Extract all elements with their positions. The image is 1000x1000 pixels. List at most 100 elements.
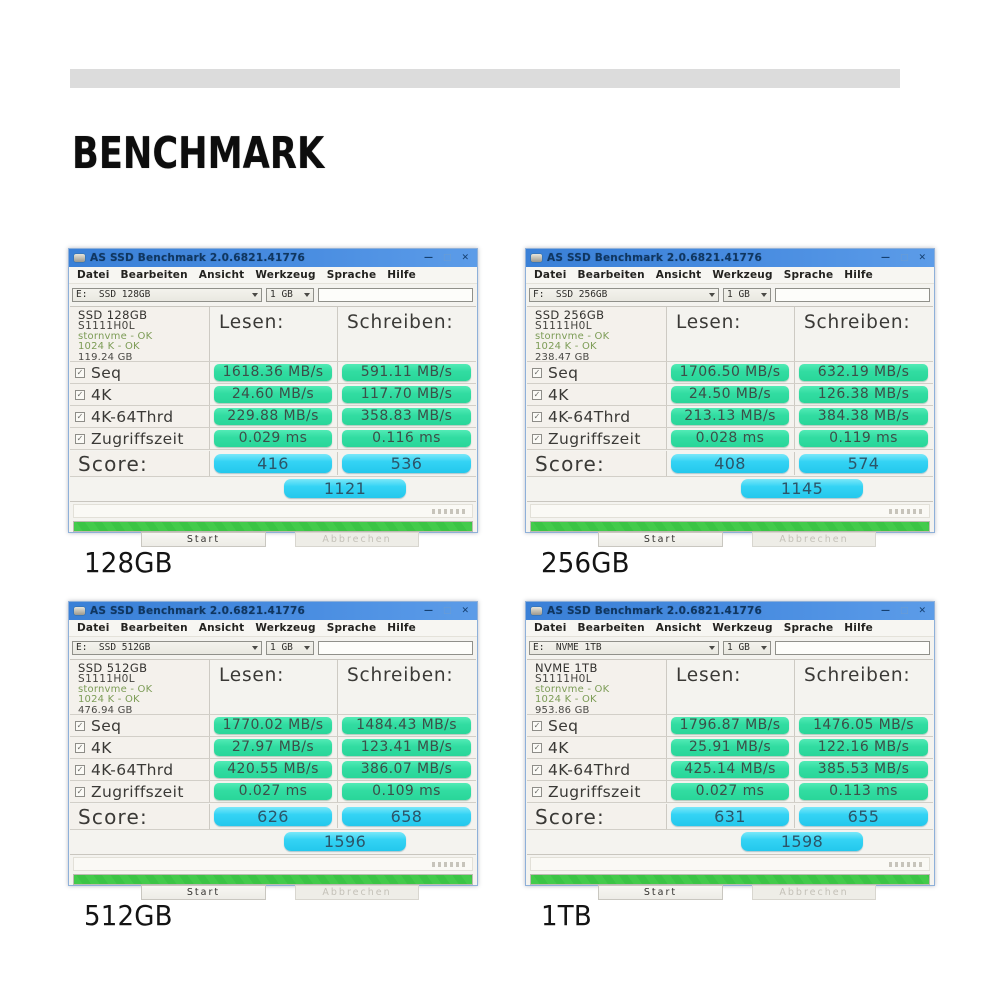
- total-score-row: 1598: [527, 830, 933, 854]
- total-score: 1121: [284, 479, 406, 498]
- menu-item-ansicht[interactable]: Ansicht: [655, 269, 702, 281]
- menu-item-datei[interactable]: Datei: [77, 269, 110, 281]
- window-controls: — □ ✕: [881, 253, 926, 263]
- window-titlebar[interactable]: AS SSD Benchmark 2.0.6821.41776 — □ ✕: [526, 602, 934, 620]
- seq-checkbox[interactable]: ✓: [75, 720, 85, 731]
- menu-item-ansicht[interactable]: Ansicht: [198, 269, 245, 281]
- row-label: Seq: [548, 716, 579, 735]
- seq-write-value: 632.19 MB/s: [799, 364, 928, 381]
- minimize-icon[interactable]: —: [880, 606, 890, 616]
- alignment-status: 1024 K - OK: [535, 694, 597, 706]
- menu-item-werkzeug[interactable]: Werkzeug: [712, 622, 773, 634]
- row-label: Seq: [91, 716, 122, 735]
- row-label: Zugriffszeit: [548, 782, 641, 801]
- menu-item-werkzeug[interactable]: Werkzeug: [255, 269, 316, 281]
- cancel-button[interactable]: Abbrechen: [752, 885, 876, 900]
- start-button[interactable]: Start: [141, 885, 266, 900]
- drive-select[interactable]: E: SSD 512GB: [72, 640, 262, 655]
- row-label: Zugriffszeit: [91, 429, 184, 448]
- menu-item-bearbeiten[interactable]: Bearbeiten: [120, 269, 188, 281]
- start-button[interactable]: Start: [598, 885, 723, 900]
- minimize-icon[interactable]: —: [423, 253, 433, 263]
- window-title: AS SSD Benchmark 2.0.6821.41776: [547, 605, 763, 617]
- start-button[interactable]: Start: [598, 532, 723, 547]
- seq-checkbox[interactable]: ✓: [532, 367, 542, 378]
- menu-item-sprache[interactable]: Sprache: [783, 269, 834, 281]
- close-icon[interactable]: ✕: [918, 606, 926, 616]
- seq-checkbox[interactable]: ✓: [532, 720, 542, 731]
- start-button[interactable]: Start: [141, 532, 266, 547]
- read-score: 631: [671, 806, 789, 826]
- 4k-checkbox[interactable]: ✓: [75, 389, 85, 400]
- check-icon: ✓: [76, 742, 84, 752]
- 4k-read-value: 25.91 MB/s: [671, 739, 789, 756]
- maximize-icon[interactable]: □: [899, 606, 909, 616]
- drive-select[interactable]: E: NVME 1TB: [529, 640, 719, 655]
- menu-item-ansicht[interactable]: Ansicht: [198, 622, 245, 634]
- table-header-row: SSD 128GB S1111H0L stornvme - OK 1024 K …: [70, 307, 476, 363]
- table-row-zugriffszeit: ✓ Zugriffszeit 0.027 ms 0.109 ms: [70, 781, 476, 803]
- window-titlebar[interactable]: AS SSD Benchmark 2.0.6821.41776 — □ ✕: [526, 249, 934, 267]
- empty-text-field[interactable]: [775, 640, 930, 655]
- menu-item-sprache[interactable]: Sprache: [326, 622, 377, 634]
- menu-item-hilfe[interactable]: Hilfe: [844, 622, 873, 634]
- test-size-select[interactable]: 1 GB: [723, 640, 771, 655]
- menu-item-bearbeiten[interactable]: Bearbeiten: [577, 269, 645, 281]
- close-icon[interactable]: ✕: [461, 606, 469, 616]
- score-row: Score: 631 655: [527, 803, 933, 830]
- menu-item-werkzeug[interactable]: Werkzeug: [712, 269, 773, 281]
- menu-item-hilfe[interactable]: Hilfe: [844, 269, 873, 281]
- test-size-select[interactable]: 1 GB: [266, 640, 314, 655]
- accesstime-checkbox[interactable]: ✓: [75, 433, 85, 444]
- menu-item-werkzeug[interactable]: Werkzeug: [255, 622, 316, 634]
- cancel-button[interactable]: Abbrechen: [295, 885, 419, 900]
- menu-item-hilfe[interactable]: Hilfe: [387, 269, 416, 281]
- drive-select[interactable]: E: SSD 128GB: [72, 287, 262, 302]
- menu-item-bearbeiten[interactable]: Bearbeiten: [577, 622, 645, 634]
- maximize-icon[interactable]: □: [442, 253, 452, 263]
- chevron-down-icon: [709, 645, 715, 650]
- window-titlebar[interactable]: AS SSD Benchmark 2.0.6821.41776 — □ ✕: [69, 249, 477, 267]
- row-label: Seq: [548, 363, 579, 382]
- menu-item-datei[interactable]: Datei: [77, 622, 110, 634]
- maximize-icon[interactable]: □: [442, 606, 452, 616]
- minimize-icon[interactable]: —: [423, 606, 433, 616]
- menu-item-sprache[interactable]: Sprache: [326, 269, 377, 281]
- 4k64-checkbox[interactable]: ✓: [532, 764, 542, 775]
- cancel-button[interactable]: Abbrechen: [752, 532, 876, 547]
- 4k-checkbox[interactable]: ✓: [75, 742, 85, 753]
- 4k64-checkbox[interactable]: ✓: [75, 764, 85, 775]
- empty-text-field[interactable]: [775, 287, 930, 302]
- menu-item-datei[interactable]: Datei: [534, 269, 567, 281]
- menu-item-hilfe[interactable]: Hilfe: [387, 622, 416, 634]
- drive-select[interactable]: F: SSD 256GB: [529, 287, 719, 302]
- chevron-down-icon: [304, 292, 310, 297]
- 4k-checkbox[interactable]: ✓: [532, 389, 542, 400]
- score-label: Score:: [70, 450, 210, 476]
- driver-status: stornvme - OK: [535, 683, 610, 695]
- 4k-checkbox[interactable]: ✓: [532, 742, 542, 753]
- table-row-4k: ✓ 4K 25.91 MB/s 122.16 MB/s: [527, 737, 933, 759]
- menu-item-datei[interactable]: Datei: [534, 622, 567, 634]
- test-size-select[interactable]: 1 GB: [266, 287, 314, 302]
- menu-item-ansicht[interactable]: Ansicht: [655, 622, 702, 634]
- app-drive-icon: [74, 607, 85, 615]
- test-size-select[interactable]: 1 GB: [723, 287, 771, 302]
- 4k64-checkbox[interactable]: ✓: [75, 411, 85, 422]
- menu-item-bearbeiten[interactable]: Bearbeiten: [120, 622, 188, 634]
- window-titlebar[interactable]: AS SSD Benchmark 2.0.6821.41776 — □ ✕: [69, 602, 477, 620]
- accesstime-checkbox[interactable]: ✓: [532, 786, 542, 797]
- read-column-header: Lesen:: [667, 660, 795, 714]
- minimize-icon[interactable]: —: [880, 253, 890, 263]
- accesstime-checkbox[interactable]: ✓: [532, 433, 542, 444]
- empty-text-field[interactable]: [318, 287, 473, 302]
- close-icon[interactable]: ✕: [461, 253, 469, 263]
- 4k64-checkbox[interactable]: ✓: [532, 411, 542, 422]
- seq-checkbox[interactable]: ✓: [75, 367, 85, 378]
- empty-text-field[interactable]: [318, 640, 473, 655]
- maximize-icon[interactable]: □: [899, 253, 909, 263]
- cancel-button[interactable]: Abbrechen: [295, 532, 419, 547]
- accesstime-checkbox[interactable]: ✓: [75, 786, 85, 797]
- close-icon[interactable]: ✕: [918, 253, 926, 263]
- menu-item-sprache[interactable]: Sprache: [783, 622, 834, 634]
